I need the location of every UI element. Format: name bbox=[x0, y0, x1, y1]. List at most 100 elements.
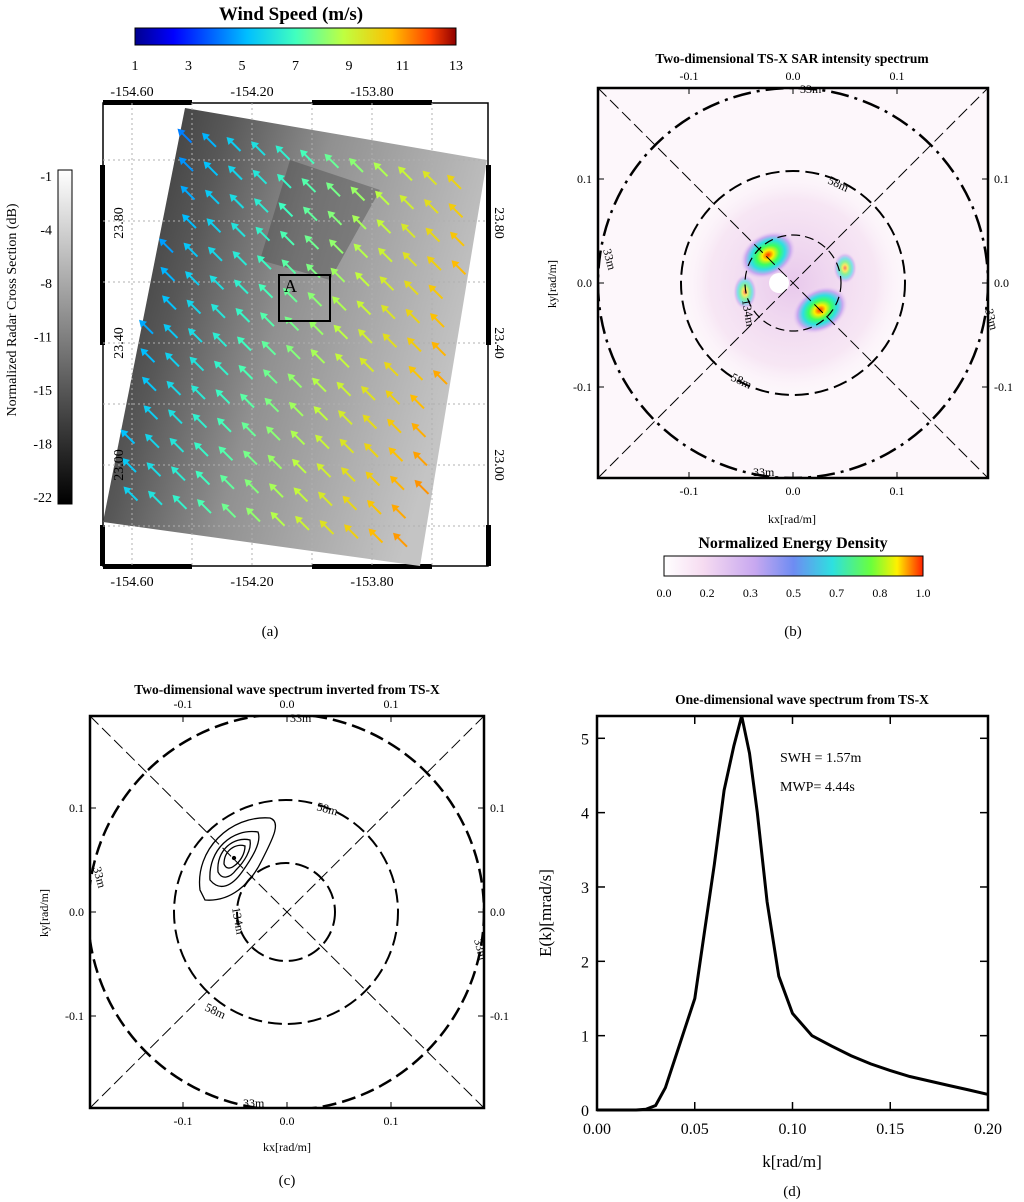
wind-arrow-head bbox=[410, 394, 418, 403]
wind-arrow bbox=[143, 405, 159, 420]
nrcs-tick-label: -11 bbox=[34, 331, 52, 346]
wind-arrow bbox=[146, 462, 162, 477]
wind-arrow bbox=[381, 304, 396, 320]
wind-arrow bbox=[312, 377, 327, 393]
wind-arrow bbox=[411, 422, 427, 438]
wind-arrow bbox=[260, 312, 275, 327]
wind-arrow-head bbox=[327, 210, 336, 219]
wind-arrow-head bbox=[229, 194, 238, 202]
x-tick-label: 0.20 bbox=[974, 1121, 1002, 1138]
wind-arrow bbox=[292, 458, 307, 474]
wind-arrow bbox=[319, 520, 335, 535]
wind-arrow-head bbox=[385, 390, 394, 399]
wind-arrow bbox=[197, 499, 212, 514]
wind-arrow bbox=[182, 214, 197, 229]
wind-arrow-head bbox=[202, 132, 210, 141]
diag-nw bbox=[598, 88, 988, 478]
panel-c-xlabel: kx[rad/m] bbox=[263, 1140, 311, 1154]
nrcs-colorbar-ticks: -1 -4 -8 -11 -15 -18 -22 bbox=[33, 170, 52, 506]
wind-arrow bbox=[401, 223, 416, 239]
wind-arrow-head bbox=[425, 227, 434, 236]
wind-arrow-head bbox=[393, 532, 401, 541]
wind-arrow bbox=[430, 313, 445, 328]
wind-tick-label: 3 bbox=[185, 59, 192, 74]
wind-arrow bbox=[365, 471, 381, 487]
wind-arrow bbox=[263, 369, 278, 384]
lon-label-bottom: -154.60 bbox=[110, 575, 153, 590]
wind-arrow-head bbox=[341, 467, 349, 476]
wind-arrow-head bbox=[281, 259, 290, 268]
panel-d-frame bbox=[595, 714, 990, 1112]
wind-tick-label: 1 bbox=[132, 59, 139, 74]
wind-arrow bbox=[339, 438, 355, 454]
wind-arrow-head bbox=[399, 194, 408, 203]
wind-arrow-head bbox=[326, 182, 334, 191]
wind-arrow bbox=[324, 153, 340, 169]
x-tick-label: 0.05 bbox=[681, 1121, 709, 1138]
wind-arrow bbox=[316, 463, 332, 478]
wind-arrow-head bbox=[350, 186, 359, 195]
nrcs-tick-label: -15 bbox=[33, 384, 52, 399]
wind-arrow bbox=[335, 353, 350, 369]
wind-arrow bbox=[283, 287, 298, 303]
wind-arrow bbox=[240, 393, 255, 409]
wind-arrow-head bbox=[267, 454, 276, 463]
wind-arrow-head bbox=[286, 344, 294, 353]
wind-arrow bbox=[356, 300, 372, 316]
wind-arrow-head bbox=[306, 263, 314, 272]
lat-label-right: 23.00 bbox=[491, 449, 506, 481]
wind-arrow bbox=[120, 429, 136, 445]
wind-arrow bbox=[424, 199, 439, 214]
y-tick-label: 4 bbox=[581, 806, 589, 823]
wind-arrow-head bbox=[205, 189, 213, 198]
wind-arrow-head bbox=[413, 451, 421, 460]
wind-arrow bbox=[169, 437, 185, 453]
wind-arrow bbox=[255, 226, 271, 242]
wind-arrow-head bbox=[232, 251, 241, 259]
wind-arrow-head bbox=[218, 446, 227, 455]
wind-arrow-head bbox=[197, 499, 205, 508]
wind-arrow-head bbox=[235, 308, 244, 316]
y-tick-left: 0.1 bbox=[69, 801, 84, 815]
wind-arrow bbox=[257, 255, 272, 270]
wind-arrow bbox=[388, 447, 404, 462]
wind-arrow bbox=[349, 158, 364, 173]
wind-arrow-head bbox=[252, 169, 261, 178]
wind-arrow bbox=[229, 194, 245, 209]
y-tick-label: 3 bbox=[581, 880, 589, 897]
wind-tick-label: 13 bbox=[449, 59, 463, 74]
wind-tick-label: 9 bbox=[346, 59, 353, 74]
wind-arrow-head bbox=[169, 437, 178, 446]
x-tick-bottom: 0.1 bbox=[384, 1114, 399, 1128]
wind-arrow-head bbox=[120, 429, 129, 438]
energy-tick-label: 0.0 bbox=[657, 586, 672, 600]
wind-arrow-head bbox=[295, 515, 303, 524]
wind-arrow-head bbox=[183, 242, 192, 251]
wind-arrow bbox=[447, 174, 462, 190]
wind-arrow-head bbox=[376, 219, 385, 228]
wind-arrow-head bbox=[261, 340, 270, 349]
wind-arrow bbox=[361, 386, 376, 401]
wind-arrow-head bbox=[280, 230, 288, 239]
wind-arrow-head bbox=[367, 500, 375, 508]
wind-arrow-head bbox=[424, 199, 432, 208]
wind-arrow bbox=[332, 296, 347, 312]
wind-arrow bbox=[261, 340, 277, 356]
wind-arrow bbox=[208, 246, 223, 262]
wind-arrow bbox=[448, 203, 464, 219]
dark-patch bbox=[260, 160, 380, 280]
panel-c-title: Two-dimensional wave spectrum inverted f… bbox=[134, 682, 440, 697]
wind-arrow bbox=[238, 365, 254, 380]
y-tick-right: 0.0 bbox=[994, 276, 1009, 290]
ring-label-33m-right-c: 33m bbox=[471, 937, 490, 962]
wind-arrow bbox=[188, 328, 203, 343]
wind-arrow-head bbox=[362, 414, 371, 423]
wind-arrow-head bbox=[304, 235, 313, 244]
spectrum-minor-1 bbox=[833, 252, 857, 284]
wind-arrow bbox=[252, 169, 268, 185]
wind-arrow bbox=[428, 284, 444, 300]
wind-arrow-head bbox=[269, 483, 277, 492]
ring-label-134m-c: 134m bbox=[229, 906, 248, 936]
wind-arrow-head bbox=[427, 256, 435, 265]
wind-colorbar bbox=[134, 27, 457, 46]
